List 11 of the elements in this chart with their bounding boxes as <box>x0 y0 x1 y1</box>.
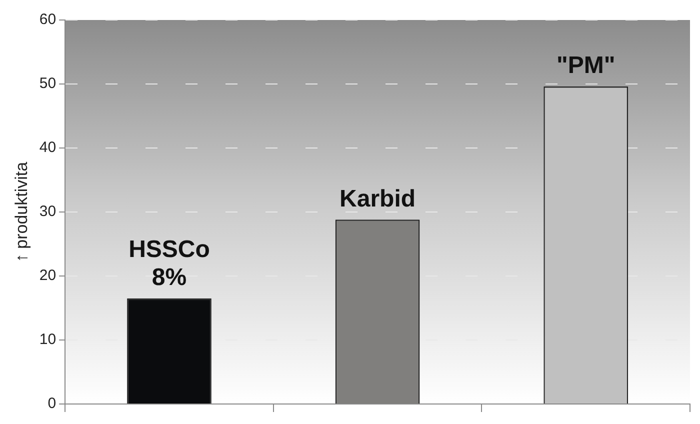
y-tick-label: 30 <box>39 203 56 220</box>
y-tick-label: 40 <box>39 139 56 156</box>
y-tick-label: 60 <box>39 11 56 28</box>
y-tick-label: 50 <box>39 75 56 92</box>
x-tick-label: Karbid <box>340 185 416 212</box>
x-tick-label: "PM" <box>556 52 616 80</box>
y-tick-label: 0 <box>48 395 56 412</box>
x-tick-label: HSSCo 8% <box>128 236 210 292</box>
y-axis-title: ↑ produktivita <box>12 161 31 262</box>
y-tick-label: 20 <box>39 267 56 284</box>
y-tick-label: 10 <box>39 331 56 348</box>
